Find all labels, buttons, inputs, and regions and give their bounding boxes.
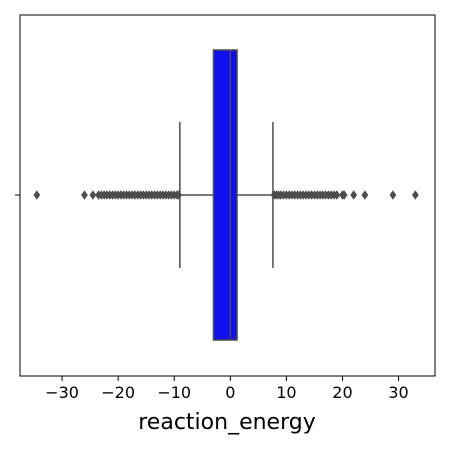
outlier-point (361, 190, 369, 200)
x-axis-title: reaction_energy (138, 410, 315, 435)
outlier-point (81, 190, 88, 200)
outlier-point (175, 190, 183, 200)
x-tick-label: −10 (157, 383, 191, 402)
x-tick-label: 0 (225, 383, 235, 402)
x-tick-label: 10 (276, 383, 296, 402)
box-plot-marks (33, 49, 419, 341)
outlier-point (89, 190, 97, 200)
x-tick-label: −30 (45, 383, 79, 402)
x-tick-label: 20 (332, 383, 352, 402)
outlier-point (389, 190, 397, 200)
outlier-point (350, 190, 358, 200)
outlier-point (340, 190, 348, 200)
outlier-point (33, 190, 41, 200)
x-axis-ticks: −30 −20 −10 0 10 20 30 (45, 376, 409, 402)
outlier-point (333, 190, 341, 200)
outlier-point (411, 190, 419, 200)
iqr-box (212, 49, 238, 341)
x-tick-label: −20 (101, 383, 135, 402)
x-tick-label: 30 (388, 383, 408, 402)
